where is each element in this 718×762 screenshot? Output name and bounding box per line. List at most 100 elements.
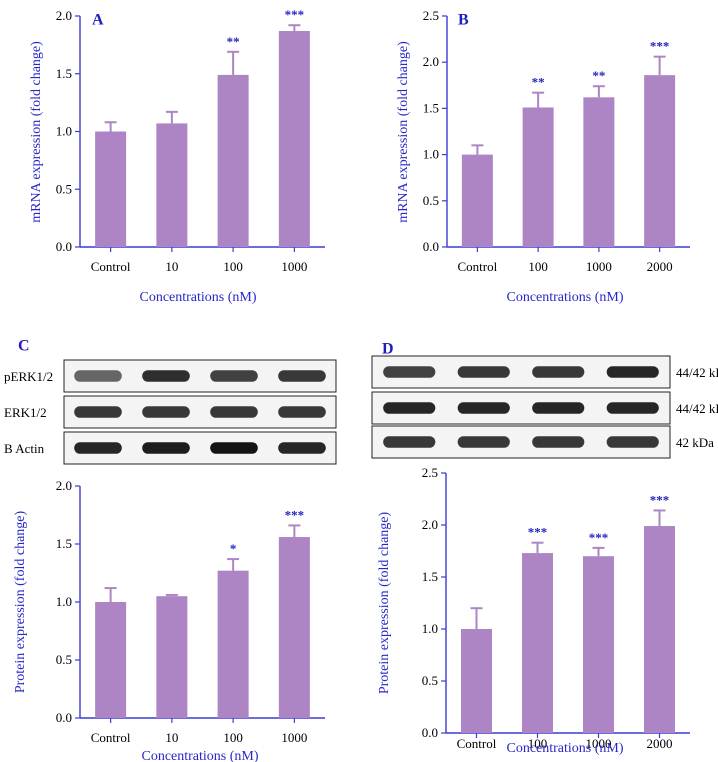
x-axis-title: Concentrations (nM) [139, 290, 256, 305]
x-axis-title: Concentrations (nM) [141, 749, 258, 762]
blot-band [74, 442, 122, 454]
bar-10 [156, 123, 188, 247]
blot-label: 42 kDa [676, 435, 714, 450]
chart-panel-c: C 0.0 0.5 1.0 1.5 2.0 Control 10 100 * 1000 *** Conc… [13, 337, 325, 762]
blot-label: ERK1/2 [4, 405, 47, 420]
x-axis-title: Concentrations (nM) [506, 741, 623, 756]
blot-band [210, 442, 258, 454]
panel-letter: A [92, 11, 104, 28]
significance-marker: ** [532, 75, 545, 90]
y-tick-label: 0.0 [56, 239, 72, 254]
blot-band [142, 406, 190, 418]
x-tick-label: Control [91, 730, 131, 745]
blot-band [210, 406, 258, 418]
blot-band [142, 442, 190, 454]
y-tick-label: 2.0 [423, 54, 439, 69]
blot-band [457, 436, 510, 448]
blot-label: 44/42 kDa [676, 365, 718, 380]
y-tick-label: 0.5 [56, 181, 72, 196]
x-tick-label: 1000 [281, 259, 307, 274]
y-tick-label: 1.5 [422, 569, 438, 584]
significance-marker: *** [528, 525, 548, 540]
panel-letter: B [458, 11, 469, 28]
x-axis-title: Concentrations (nM) [506, 290, 623, 305]
significance-marker: *** [285, 7, 305, 22]
y-tick-label: 0.5 [422, 673, 438, 688]
blot-label: B Actin [4, 441, 45, 456]
blot-band [142, 370, 190, 382]
x-tick-label: 10 [165, 730, 178, 745]
blot-band [606, 402, 659, 414]
bar-control [95, 602, 127, 718]
y-tick-label: 1.5 [56, 66, 72, 81]
x-tick-label: 100 [223, 730, 243, 745]
blot-band [74, 370, 122, 382]
bar-1000 [583, 556, 614, 733]
x-tick-label: 1000 [281, 730, 307, 745]
western-blot-d: 44/42 kDa 44/42 kDa 42 kDa [371, 355, 718, 459]
y-tick-label: 0.5 [56, 652, 72, 667]
x-tick-label: 100 [223, 259, 243, 274]
x-tick-label: Control [457, 736, 497, 751]
blot-band [532, 402, 585, 414]
blot-band [278, 442, 326, 454]
blot-label: 44/42 kDa [676, 401, 718, 416]
blot-band [532, 366, 585, 378]
blot-band [278, 406, 326, 418]
chart-panel-a: A 0.0 0.5 1.0 1.5 2.0 Control 10 100 ** 1000 *** Con… [29, 7, 325, 305]
x-tick-label: Control [458, 259, 498, 274]
blot-band [74, 406, 122, 418]
western-blot-c: pERK1/2 ERK1/2 B Actin [4, 359, 337, 465]
y-tick-label: 0.5 [423, 193, 439, 208]
significance-marker: * [230, 541, 237, 556]
y-tick-label: 2.5 [422, 465, 438, 480]
bar-1000 [278, 31, 310, 247]
bar-100 [217, 74, 249, 247]
significance-marker: *** [589, 530, 609, 545]
y-tick-label: 2.0 [56, 478, 72, 493]
bar-100 [522, 107, 554, 247]
x-tick-label: 10 [165, 259, 178, 274]
y-tick-label: 1.5 [56, 536, 72, 551]
y-axis-title: Protein expression (fold change) [377, 511, 392, 694]
significance-marker: *** [650, 492, 670, 507]
bar-100 [522, 553, 553, 733]
bar-1000 [583, 97, 615, 247]
blot-band [457, 402, 510, 414]
y-tick-label: 1.0 [56, 124, 72, 139]
y-tick-label: 2.0 [422, 517, 438, 532]
y-tick-label: 1.5 [423, 100, 439, 115]
y-tick-label: 1.0 [423, 147, 439, 162]
y-tick-label: 0.0 [422, 725, 438, 740]
bar-10 [156, 596, 188, 718]
blot-band [383, 366, 436, 378]
x-tick-label: 100 [528, 736, 548, 751]
bar-control [95, 131, 127, 247]
x-tick-label: 1000 [586, 259, 612, 274]
bar-1000 [278, 537, 310, 718]
blot-band [606, 366, 659, 378]
y-tick-label: 0.0 [56, 710, 72, 725]
blot-band [383, 436, 436, 448]
bar-100 [217, 570, 249, 718]
panel-letter: D [382, 340, 394, 357]
bar-control [461, 154, 493, 247]
y-axis-title: mRNA expression (fold change) [29, 41, 44, 223]
x-tick-label: 1000 [586, 736, 612, 751]
blot-band [210, 370, 258, 382]
x-tick-label: Control [91, 259, 131, 274]
blot-band [278, 370, 326, 382]
blot-label: pERK1/2 [4, 369, 53, 384]
blot-band [383, 402, 436, 414]
x-tick-label: 2000 [647, 736, 673, 751]
significance-marker: *** [650, 39, 670, 54]
x-tick-label: 2000 [647, 259, 673, 274]
y-axis-title: Protein expression (fold change) [13, 510, 28, 693]
y-tick-label: 1.0 [422, 621, 438, 636]
chart-panel-d: D 0.0 0.5 1.0 1.5 2.0 2.5 Control 100 *** 1000 *** 2… [377, 340, 690, 756]
y-tick-label: 2.5 [423, 8, 439, 23]
significance-marker: ** [592, 68, 605, 83]
y-tick-label: 1.0 [56, 594, 72, 609]
blot-band [532, 436, 585, 448]
